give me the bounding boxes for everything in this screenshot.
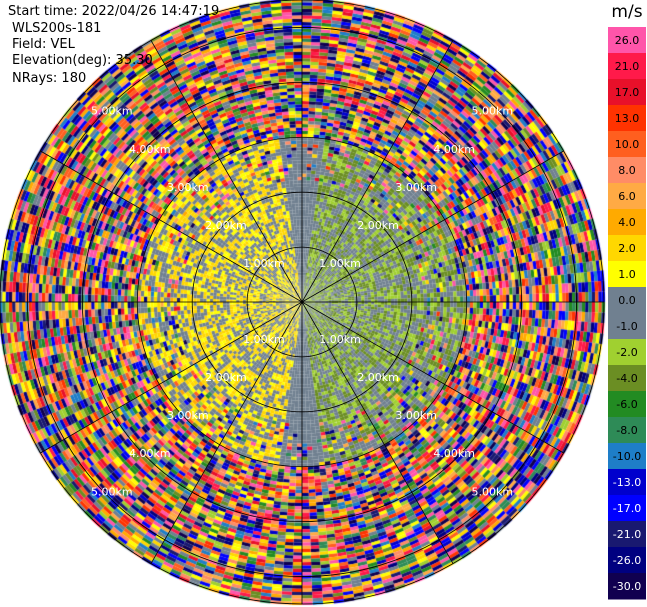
colorbar-tick-label: -8.0 [616,424,637,437]
range-label-2km: 2.00km [357,219,399,232]
colorbar-swatch [608,365,646,392]
azimuth-spoke-330 [150,40,303,303]
azimuth-spoke-300 [40,150,303,303]
range-label-5km: 5.00km [91,105,133,118]
range-label-3km: 3.00km [395,409,437,422]
range-ring-labels: 1.00km 1.00km 1.00km 1.00km 2.00km 2.00km 2.00… [91,105,513,499]
azimuth-spoke-210 [150,301,303,564]
colorbar-tick-label: -4.0 [616,372,637,385]
colorbar-swatch [608,131,646,158]
colorbar-tick-label: 6.0 [618,190,636,203]
colorbar-swatch [608,339,646,366]
range-label-4km: 4.00km [433,447,475,460]
range-label-1km: 1.00km [243,257,285,270]
colorbar-swatch [608,313,646,340]
colorbar-swatches [608,27,646,600]
colorbar-swatch [608,183,646,210]
azimuth-spoke-240 [40,301,303,454]
field-label: Field: VEL [12,37,75,52]
range-label-5km: 5.00km [471,485,513,498]
colorbar-swatch [608,443,646,470]
colorbar-swatch [608,157,646,184]
colorbar-swatch [608,53,646,80]
instrument-label: WLS200s-181 [12,21,102,36]
range-label-2km: 2.00km [357,371,399,384]
elevation-label: Elevation(deg): 35.30 [12,53,153,68]
colorbar-tick-label: 13.0 [615,112,640,125]
colorbar-swatch [608,391,646,418]
range-label-1km: 1.00km [319,333,361,346]
range-label-3km: 3.00km [167,181,209,194]
colorbar-swatch [608,547,646,574]
colorbar-tick-label: -17.0 [613,502,641,515]
colorbar-tick-label: 4.0 [618,216,636,229]
colorbar-swatch [608,79,646,106]
colorbar-tick-label: 0.0 [618,294,636,307]
colorbar-tick-label: 2.0 [618,242,636,255]
range-label-4km: 4.00km [129,143,171,156]
colorbar-tick-label: 17.0 [615,86,640,99]
azimuth-spoke-60 [301,150,564,303]
azimuth-spoke-30 [301,40,454,303]
range-label-3km: 3.00km [395,181,437,194]
colorbar-tick-label: 21.0 [615,60,640,73]
colorbar-swatch [608,417,646,444]
range-label-3km: 3.00km [167,409,209,422]
range-label-4km: 4.00km [129,447,171,460]
start-time-label: Start time: 2022/04/26 14:47:19 [8,4,220,19]
colorbar-tick-label: -2.0 [616,346,637,359]
colorbar-tick-label: 26.0 [615,34,640,47]
colorbar-tick-label: 8.0 [618,164,636,177]
nrays-label: NRays: 180 [12,71,87,86]
colorbar-swatch [608,27,646,54]
colorbar-swatch [608,573,646,600]
colorbar-swatch [608,261,646,288]
colorbar-tick-labels: 26.0 21.0 17.0 13.0 10.0 8.0 6.0 4.0 2.0 1.0 0.0 -1… [613,34,641,593]
colorbar-tick-label: -1.0 [616,320,637,333]
colorbar-tick-label: -30.0 [613,580,641,593]
range-label-5km: 5.00km [471,105,513,118]
colorbar-swatch [608,235,646,262]
colorbar-swatch [608,209,646,236]
range-label-4km: 4.00km [433,143,475,156]
range-label-2km: 2.00km [205,371,247,384]
azimuth-spokes [0,0,604,604]
colorbar-swatch [608,495,646,522]
colorbar-swatch [608,287,646,314]
colorbar-units-label: m/s [611,2,642,22]
colorbar-tick-label: 10.0 [615,138,640,151]
range-label-1km: 1.00km [319,257,361,270]
range-label-1km: 1.00km [243,333,285,346]
colorbar-tick-label: -6.0 [616,398,637,411]
azimuth-spoke-120 [301,301,564,454]
colorbar-tick-label: -21.0 [613,528,641,541]
colorbar-tick-label: -13.0 [613,476,641,489]
colorbar-tick-label: -10.0 [613,450,641,463]
colorbar-swatch [608,521,646,548]
range-label-2km: 2.00km [205,219,247,232]
azimuth-spoke-150 [301,301,454,564]
colorbar-tick-label: -26.0 [613,554,641,567]
colorbar-tick-label: 1.0 [618,268,636,281]
colorbar-swatch [608,105,646,132]
colorbar-swatch [608,469,646,496]
range-label-5km: 5.00km [91,485,133,498]
